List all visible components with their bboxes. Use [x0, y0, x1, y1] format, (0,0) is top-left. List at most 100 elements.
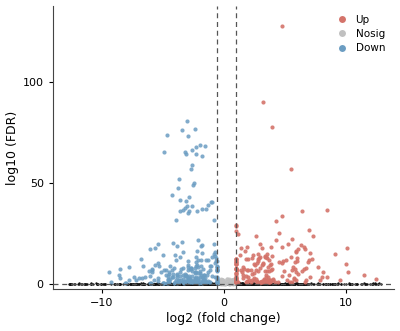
Point: [94, 282, 101, 287]
Point: [198, 282, 204, 287]
Point: [180, 208, 186, 213]
Point: [253, 276, 259, 281]
Point: [187, 280, 193, 285]
Point: [152, 282, 158, 287]
Point: [158, 269, 165, 274]
Point: [272, 281, 279, 286]
Point: [232, 281, 239, 287]
Point: [192, 281, 199, 287]
Point: [247, 281, 254, 287]
Point: [252, 281, 259, 287]
Point: [291, 281, 297, 286]
Point: [245, 281, 252, 287]
Point: [314, 280, 321, 285]
Point: [260, 281, 266, 287]
Point: [189, 281, 195, 287]
Point: [166, 280, 173, 286]
Point: [120, 281, 126, 287]
Point: [245, 281, 251, 286]
Point: [196, 281, 202, 287]
Point: [197, 281, 203, 286]
Point: [234, 281, 241, 286]
Point: [240, 266, 247, 271]
Point: [208, 281, 214, 287]
Point: [142, 274, 148, 279]
Point: [246, 277, 252, 282]
Point: [191, 280, 198, 285]
Point: [197, 281, 203, 286]
Point: [128, 281, 135, 287]
Point: [198, 282, 204, 287]
Point: [67, 281, 73, 286]
Point: [227, 282, 233, 287]
Point: [215, 281, 222, 287]
Point: [214, 276, 220, 281]
Point: [112, 281, 118, 287]
Point: [136, 281, 142, 287]
Point: [178, 281, 185, 286]
Point: [263, 281, 269, 286]
Point: [211, 217, 218, 222]
Point: [214, 280, 220, 285]
Point: [206, 282, 212, 287]
Point: [208, 263, 214, 268]
Point: [197, 268, 204, 274]
Point: [274, 280, 281, 285]
Point: [304, 281, 310, 287]
Point: [228, 281, 234, 287]
Point: [169, 192, 176, 198]
Point: [234, 282, 240, 287]
Point: [281, 268, 288, 273]
Point: [202, 280, 208, 285]
Point: [176, 273, 183, 279]
Point: [197, 281, 203, 287]
Point: [207, 281, 214, 287]
Point: [132, 281, 138, 286]
Point: [255, 259, 261, 264]
Point: [206, 281, 212, 286]
Point: [111, 281, 118, 286]
Point: [124, 281, 130, 286]
Point: [190, 281, 197, 287]
Point: [192, 281, 198, 287]
Point: [263, 255, 269, 260]
Point: [212, 253, 218, 259]
Point: [193, 152, 200, 157]
Point: [250, 271, 257, 276]
Point: [169, 281, 176, 287]
Point: [160, 281, 166, 287]
Point: [214, 267, 220, 273]
Point: [186, 276, 193, 282]
Point: [174, 281, 180, 287]
Point: [193, 144, 199, 150]
Point: [210, 281, 216, 287]
Point: [235, 281, 241, 287]
Point: [198, 263, 204, 268]
Point: [180, 276, 186, 282]
Point: [322, 282, 329, 287]
Point: [217, 278, 224, 283]
Point: [148, 281, 154, 286]
Point: [223, 280, 229, 286]
Point: [259, 262, 265, 268]
Point: [233, 278, 240, 283]
Point: [263, 281, 269, 286]
Point: [165, 282, 171, 287]
Point: [203, 281, 210, 286]
Point: [225, 282, 232, 287]
Point: [222, 281, 228, 287]
Point: [186, 281, 193, 287]
Point: [300, 282, 307, 287]
Point: [141, 281, 147, 286]
Point: [128, 281, 135, 287]
Point: [200, 266, 206, 272]
Point: [170, 274, 176, 280]
Point: [100, 281, 106, 287]
Point: [253, 281, 260, 286]
Point: [199, 153, 205, 159]
Point: [219, 277, 226, 282]
Point: [239, 281, 245, 287]
Point: [219, 281, 225, 286]
Point: [229, 281, 236, 286]
Point: [117, 281, 123, 286]
